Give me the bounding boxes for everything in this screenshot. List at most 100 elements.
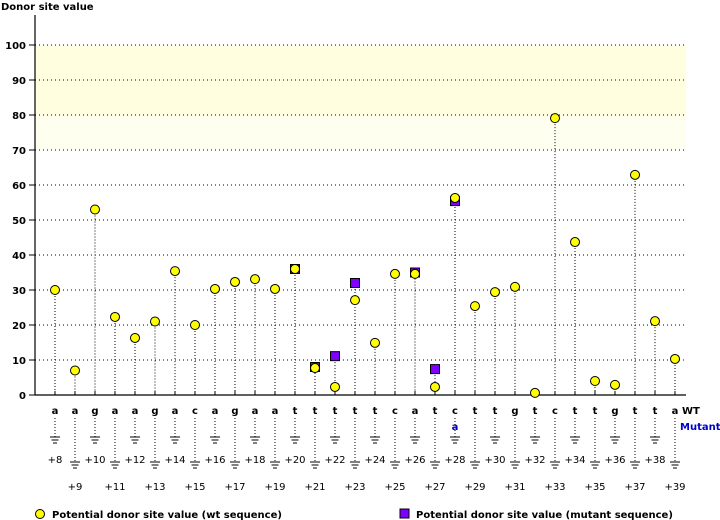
- position-label: +9: [68, 482, 83, 493]
- wt-base: g: [611, 406, 618, 417]
- wt-point: [470, 301, 480, 312]
- y-axis-title: Donor site value: [1, 2, 94, 13]
- wt-base: a: [52, 406, 59, 417]
- legend-wt-label: Potential donor site value (wt sequence): [52, 510, 282, 520]
- wt-base: t: [333, 406, 338, 417]
- wt-base: g: [91, 406, 98, 417]
- legend-mutant-label: Potential donor site value (mutant seque…: [416, 510, 673, 520]
- y-tick-label: 40: [12, 251, 26, 262]
- position-label: +36: [604, 455, 625, 466]
- wt-point: [450, 192, 460, 203]
- position-label: +31: [504, 482, 525, 493]
- position-label: +13: [144, 482, 165, 493]
- wt-base: c: [392, 406, 398, 417]
- y-tick-label: 100: [5, 41, 26, 52]
- wt-point: [230, 276, 240, 287]
- position-label: +21: [304, 482, 325, 493]
- wt-point: [330, 381, 340, 392]
- y-tick-label: 50: [12, 216, 26, 227]
- position-label: +28: [444, 455, 465, 466]
- legend-mutant-marker: [399, 508, 410, 519]
- position-label: +29: [464, 482, 485, 493]
- position-label: +23: [344, 482, 365, 493]
- position-label: +26: [404, 455, 425, 466]
- highlight-band: [36, 115, 686, 150]
- wt-base: a: [132, 406, 139, 417]
- position-label: +10: [84, 455, 105, 466]
- y-tick-label: 80: [12, 111, 26, 122]
- wt-point: [570, 237, 580, 248]
- wt-point: [130, 332, 140, 343]
- wt-base: a: [252, 406, 259, 417]
- wt-point: [670, 353, 680, 364]
- wt-base: a: [672, 406, 679, 417]
- wt-point: [590, 376, 600, 386]
- wt-point: [270, 283, 280, 294]
- wt-base: t: [353, 406, 358, 417]
- wt-base: t: [653, 406, 658, 417]
- position-label: +30: [484, 455, 505, 466]
- wt-point: [190, 320, 200, 330]
- position-label: +20: [284, 455, 305, 466]
- y-tick-label: 20: [12, 321, 26, 332]
- wt-base: a: [212, 406, 219, 417]
- wt-point: [150, 316, 160, 327]
- wt-point: [530, 387, 540, 398]
- wt-point: [410, 268, 420, 279]
- wt-point: [610, 379, 620, 390]
- wt-point: [50, 285, 60, 295]
- wt-base: t: [293, 406, 298, 417]
- wt-point: [550, 113, 560, 124]
- mutant-row-label: Mutant: [680, 422, 720, 433]
- wt-base: a: [172, 406, 179, 417]
- wt-base: c: [192, 406, 198, 417]
- wt-point: [430, 381, 440, 392]
- position-label: +34: [564, 455, 585, 466]
- mutant-point: [350, 278, 360, 288]
- mutant-point: [330, 351, 340, 362]
- wt-base: g: [151, 406, 158, 417]
- wt-row-label: WT: [682, 406, 700, 417]
- wt-base: t: [633, 406, 638, 417]
- wt-base: t: [593, 406, 598, 417]
- wt-base: t: [433, 406, 438, 417]
- position-label: +24: [364, 455, 385, 466]
- position-label: +37: [624, 482, 645, 493]
- wt-point: [490, 287, 500, 298]
- wt-point: [390, 268, 400, 279]
- position-label: +38: [644, 455, 665, 466]
- position-label: +39: [664, 482, 685, 493]
- wt-point: [630, 169, 640, 180]
- y-tick-label: 90: [12, 76, 26, 87]
- wt-base: a: [112, 406, 119, 417]
- position-label: +35: [584, 482, 605, 493]
- position-label: +25: [384, 482, 405, 493]
- position-label: +11: [104, 482, 125, 493]
- wt-point: [290, 264, 300, 274]
- position-label: +19: [264, 482, 285, 493]
- wt-base: t: [493, 406, 498, 417]
- position-label: +12: [124, 455, 145, 466]
- wt-point: [170, 266, 180, 277]
- y-tick-label: 30: [12, 286, 26, 297]
- wt-base: c: [452, 406, 458, 417]
- y-tick-label: 60: [12, 181, 26, 192]
- position-label: +18: [244, 455, 265, 466]
- wt-point: [370, 337, 380, 348]
- position-label: +14: [164, 455, 185, 466]
- wt-base: c: [552, 406, 558, 417]
- highlight-band: [36, 45, 686, 115]
- position-label: +15: [184, 482, 205, 493]
- wt-point: [650, 316, 660, 327]
- y-tick-label: 70: [12, 146, 26, 157]
- wt-point: [70, 365, 80, 376]
- wt-base: t: [533, 406, 538, 417]
- wt-base: t: [313, 406, 318, 417]
- wt-point: [350, 295, 360, 306]
- wt-point: [510, 281, 520, 292]
- position-label: +27: [424, 482, 445, 493]
- wt-point: [110, 311, 120, 322]
- y-tick-label: 0: [19, 391, 26, 402]
- wt-base: g: [511, 406, 518, 417]
